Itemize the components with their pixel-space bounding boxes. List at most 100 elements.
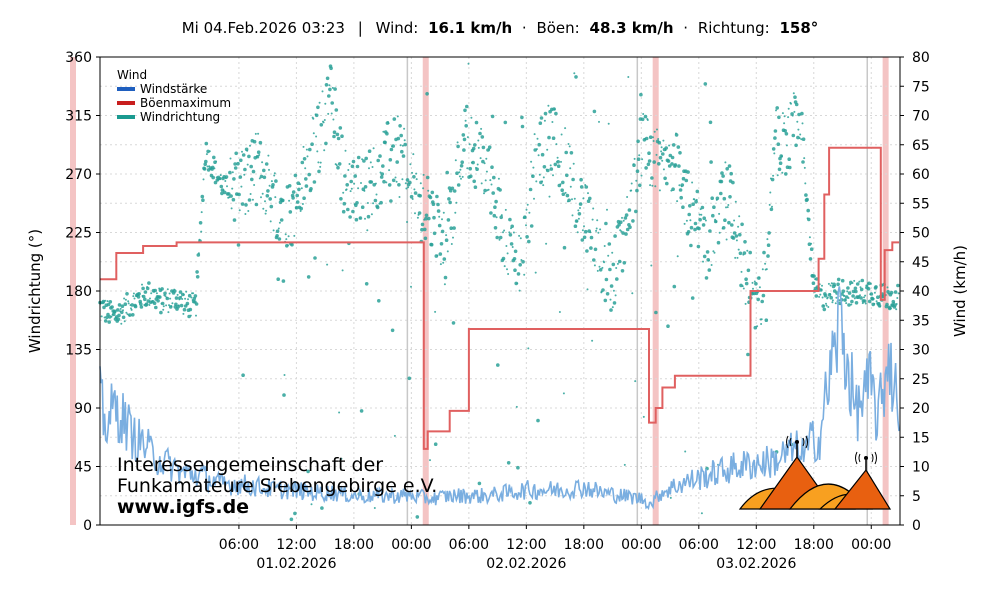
direction-point (666, 159, 671, 163)
direction-point (577, 217, 580, 220)
direction-point (354, 217, 359, 222)
direction-point (450, 186, 455, 191)
direction-point (471, 146, 476, 151)
direction-point (324, 83, 329, 87)
direction-point (383, 140, 387, 145)
direction-point (456, 141, 459, 144)
right-tick-label: 70 (912, 109, 930, 125)
direction-point (698, 217, 702, 222)
direction-point (678, 188, 683, 192)
direction-point (128, 313, 132, 317)
direction-point (628, 225, 632, 229)
direction-point (395, 180, 398, 183)
date-label: 01.02.2026 (256, 556, 336, 572)
direction-point (734, 200, 737, 203)
direction-point (609, 298, 612, 301)
x-tick-label: 06:00 (679, 537, 719, 553)
direction-point (247, 198, 252, 202)
direction-point (304, 167, 307, 170)
direction-point (476, 163, 479, 166)
direction-point (306, 155, 309, 158)
right-tick-label: 65 (912, 138, 930, 154)
direction-point (516, 282, 519, 285)
direction-point (335, 164, 338, 167)
direction-point (671, 187, 675, 191)
direction-point (571, 177, 575, 182)
direction-point (323, 119, 326, 121)
direction-point (442, 261, 445, 264)
direction-point (597, 231, 600, 234)
direction-point (770, 177, 775, 182)
direction-point (583, 225, 585, 228)
direction-point (360, 205, 365, 209)
direction-point (676, 145, 681, 149)
direction-point (886, 286, 889, 289)
direction-point (679, 195, 683, 200)
right-tick-label: 40 (912, 284, 930, 300)
x-tick-label: 18:00 (794, 537, 834, 553)
direction-point (525, 208, 528, 211)
direction-point (355, 201, 359, 205)
direction-point (866, 284, 869, 287)
direction-point (206, 165, 209, 168)
direction-point (885, 302, 889, 307)
direction-point (290, 242, 294, 247)
direction-point (362, 159, 366, 163)
direction-point (797, 128, 800, 131)
direction-point (382, 130, 385, 133)
direction-point (670, 162, 674, 166)
direction-point (559, 183, 562, 186)
direction-point (124, 298, 127, 301)
direction-point (598, 120, 600, 123)
direction-point (366, 229, 369, 232)
direction-point (595, 227, 598, 230)
direction-point (204, 159, 208, 164)
direction-point (346, 207, 350, 212)
direction-point (233, 162, 237, 166)
direction-point (448, 200, 452, 205)
direction-point (122, 309, 124, 312)
direction-point (336, 165, 340, 170)
direction-point (422, 173, 425, 176)
direction-point (120, 322, 123, 325)
direction-point (412, 175, 416, 179)
header-dot-2: · (683, 19, 688, 37)
direction-point (814, 294, 819, 298)
direction-point (304, 184, 309, 188)
direction-point (425, 92, 429, 96)
direction-point (251, 169, 256, 174)
direction-point (468, 166, 473, 171)
direction-point (524, 215, 527, 218)
right-tick-label: 20 (912, 401, 930, 417)
antenna-top-2 (864, 456, 868, 460)
highlight-band (70, 57, 76, 525)
direction-point (503, 265, 506, 268)
direction-point (428, 195, 433, 200)
direction-point (287, 235, 290, 238)
direction-point (464, 119, 467, 122)
direction-point (711, 213, 715, 218)
direction-point (121, 315, 126, 320)
direction-point (264, 162, 269, 166)
direction-point (535, 148, 538, 151)
direction-point (433, 442, 438, 447)
direction-point (836, 277, 841, 282)
x-tick-label: 00:00 (851, 537, 891, 553)
direction-point (604, 277, 609, 282)
direction-point (743, 240, 747, 244)
direction-point (773, 136, 777, 140)
direction-point (545, 242, 548, 245)
direction-point (528, 187, 533, 192)
direction-point (830, 282, 833, 285)
direction-point (227, 192, 231, 196)
direction-point (434, 310, 437, 313)
direction-point (330, 101, 335, 105)
direction-point (492, 175, 496, 180)
direction-point (693, 227, 697, 232)
direction-point (401, 154, 406, 158)
direction-point (308, 147, 312, 152)
direction-point (474, 120, 479, 125)
direction-point (606, 208, 608, 211)
direction-point (579, 177, 583, 182)
direction-point (407, 376, 412, 381)
